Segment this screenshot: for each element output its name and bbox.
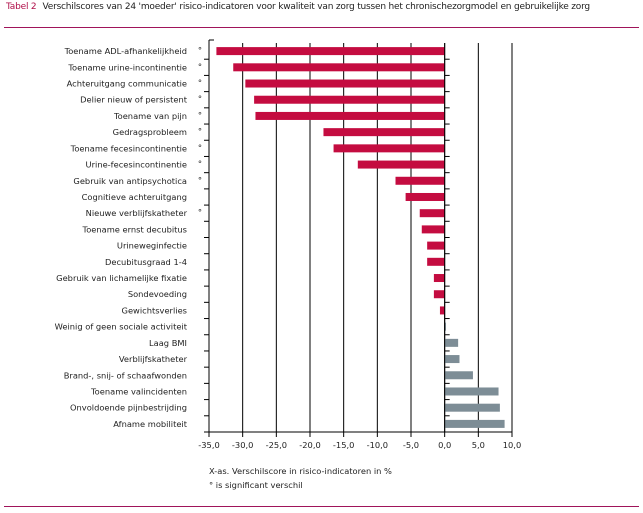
bar xyxy=(433,274,445,283)
category-label: Laag BMI xyxy=(149,338,187,348)
category-label: Gebruik van antipsychotica xyxy=(73,176,187,186)
bar xyxy=(444,338,459,347)
bar xyxy=(357,160,445,169)
category-label: Toename valincidenten xyxy=(90,386,187,396)
top-rule xyxy=(4,27,639,28)
x-tick-label: -25,0 xyxy=(266,440,287,450)
category-label: Weinig of geen sociale activiteit xyxy=(55,322,188,332)
x-tick-label: -30,0 xyxy=(232,440,253,450)
significance-marker: ° xyxy=(198,78,202,88)
category-label: Cognitieve achteruitgang xyxy=(82,192,187,202)
bar xyxy=(444,322,447,331)
x-tick-label: -20,0 xyxy=(299,440,320,450)
category-label: Decubitusgraad 1-4 xyxy=(105,257,187,267)
significance-marker: ° xyxy=(198,61,202,71)
bar xyxy=(444,371,473,380)
bar xyxy=(427,241,445,250)
category-label: Sondevoeding xyxy=(128,289,187,299)
category-label: Toename van pijn xyxy=(113,111,187,121)
significance-marker: ° xyxy=(198,142,202,152)
category-label: Urine-fecesincontinentie xyxy=(86,160,187,170)
category-label: Delier nieuw of persistent xyxy=(80,95,188,105)
bar xyxy=(421,225,445,234)
bar xyxy=(333,144,445,153)
x-tick-label: 5,0 xyxy=(472,440,485,450)
category-label: Toename ernst decubitus xyxy=(82,224,187,234)
category-label: Gewichtsverlies xyxy=(122,305,187,315)
bar xyxy=(444,403,500,412)
category-label: Achteruitgang communicatie xyxy=(67,79,187,89)
table-label: Tabel 2 xyxy=(6,2,37,12)
category-label: Afname mobiliteit xyxy=(113,419,187,429)
category-label: Urineweginfectie xyxy=(117,241,187,251)
category-label: Toename fecesincontinentie xyxy=(70,143,187,153)
category-label: Gedragsprobleem xyxy=(113,127,187,137)
x-tick-label: 0,0 xyxy=(438,440,451,450)
x-tick-label: -10,0 xyxy=(367,440,388,450)
category-label: Onvoldoende pijnbestrijding xyxy=(70,403,187,413)
bar xyxy=(255,111,445,120)
bar xyxy=(233,63,445,72)
significance-marker: ° xyxy=(198,159,202,169)
significance-note: ° is significant verschil xyxy=(209,480,303,490)
significance-marker: ° xyxy=(198,126,202,136)
category-label: Gebruik van lichamelijke fixatie xyxy=(56,273,187,283)
bottom-rule xyxy=(4,506,639,507)
bar xyxy=(433,290,445,299)
bar xyxy=(405,192,445,201)
significance-marker: ° xyxy=(198,94,202,104)
significance-marker: ° xyxy=(198,175,202,185)
chart-title: Tabel 2 Verschilscores van 24 'moeder' ri… xyxy=(6,2,590,12)
x-tick-label: 10,0 xyxy=(503,440,521,450)
bar xyxy=(439,306,445,315)
bar xyxy=(444,419,505,428)
bar xyxy=(245,79,445,88)
significance-marker: ° xyxy=(198,207,202,217)
table-title: Verschilscores van 24 'moeder' risico-in… xyxy=(42,2,590,12)
bar xyxy=(427,257,445,266)
x-tick-label: -35,0 xyxy=(198,440,219,450)
bar xyxy=(323,128,445,137)
x-tick-label: -5,0 xyxy=(403,440,419,450)
category-label: Nieuwe verblijfskatheter xyxy=(86,208,188,218)
significance-marker: ° xyxy=(198,110,202,120)
significance-marker: ° xyxy=(198,45,202,55)
x-tick-label: -15,0 xyxy=(333,440,354,450)
bar xyxy=(419,209,445,218)
bar xyxy=(395,176,445,185)
category-label: Toename urine-incontinentie xyxy=(67,62,187,72)
bar xyxy=(254,95,445,104)
bar xyxy=(444,387,499,396)
category-label: Toename ADL-afhankelijkheid xyxy=(64,46,187,56)
axis-note: X-as. Verschilscore in risico-indicatore… xyxy=(209,466,392,476)
bar xyxy=(216,47,445,56)
category-label: Verblijfskatheter xyxy=(119,354,188,364)
category-label: Brand-, snij- of schaafwonden xyxy=(64,370,187,380)
bar xyxy=(444,355,460,364)
